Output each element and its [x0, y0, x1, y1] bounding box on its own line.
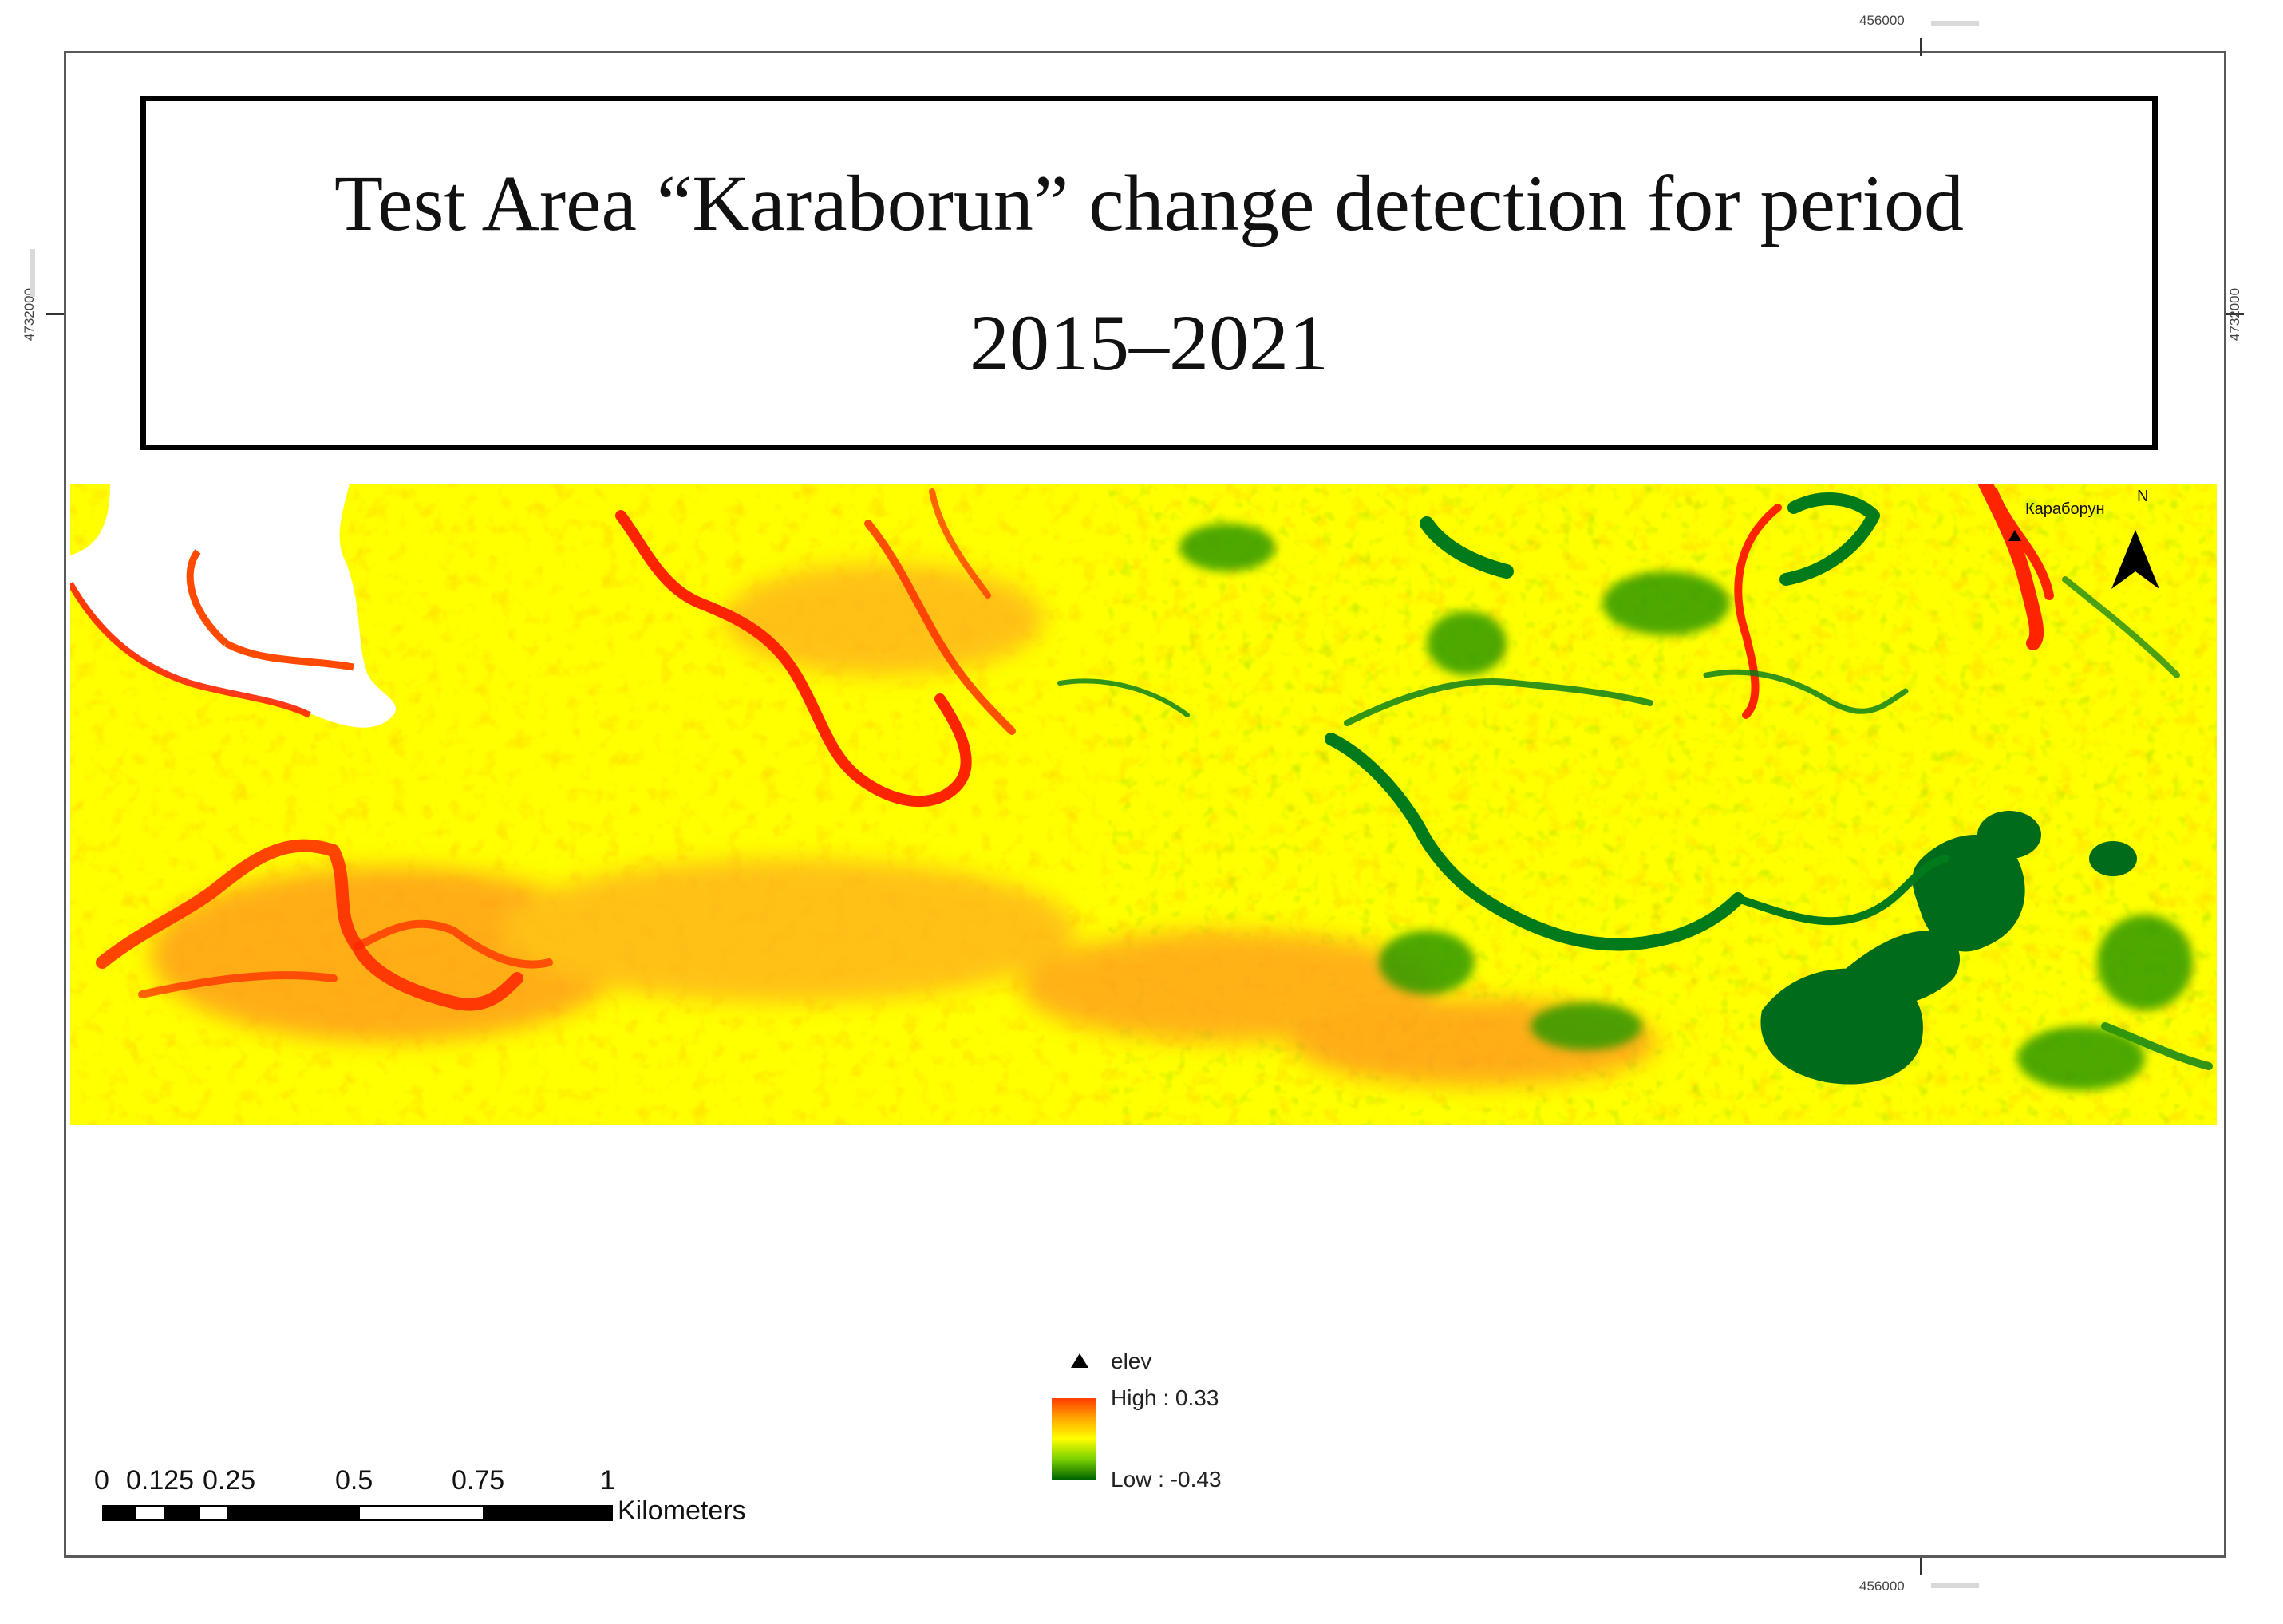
legend-point-icon [1071, 1353, 1088, 1368]
left-coordinate-tick [46, 313, 64, 315]
scale-tick-025: 0.25 [203, 1465, 256, 1496]
scale-tick-075: 0.75 [452, 1465, 505, 1496]
legend-color-ramp [1052, 1398, 1096, 1480]
decrease-areas [1760, 811, 2137, 1085]
top-easting-label: 456000 [1859, 13, 1905, 28]
green-clusters [1179, 524, 2193, 1090]
scale-segment-6 [357, 1505, 485, 1521]
north-arrow-label: N [2137, 488, 2148, 505]
coastline-red-edge [70, 582, 311, 718]
right-coordinate-tick [2226, 313, 2244, 315]
bay-hook [186, 549, 354, 671]
red-change-features [96, 484, 2054, 1011]
scale-tick-0125: 0.125 [126, 1465, 195, 1496]
bottom-easting-label: 456000 [1859, 1579, 1905, 1594]
scale-segment-3 [166, 1505, 198, 1521]
scale-tick-1: 1 [600, 1465, 615, 1496]
scale-segment-5 [230, 1505, 357, 1521]
scale-segment-1 [102, 1505, 134, 1521]
scale-segment-7 [485, 1505, 613, 1521]
scale-tick-05: 0.5 [335, 1465, 373, 1496]
legend-point-label: elev [1111, 1349, 1152, 1373]
no-data-area [70, 484, 397, 728]
legend-low-label: Low : -0.43 [1111, 1467, 1222, 1492]
decrease-boundaries [1057, 492, 2213, 1070]
map-frame [64, 51, 2226, 1558]
bottom-label-smudge [1931, 1583, 1979, 1588]
scale-segment-2 [134, 1505, 166, 1521]
scale-tick-0: 0 [94, 1465, 109, 1496]
map-title: Test Area “Karaborun” change detection f… [334, 159, 1965, 387]
elevation-point-marker [2008, 530, 2021, 541]
scale-segment-4 [198, 1505, 230, 1521]
legend-high-label: High : 0.33 [1111, 1385, 1219, 1410]
right-northing-label: 4732000 [2227, 287, 2243, 342]
north-arrow-icon [2111, 530, 2159, 589]
bottom-coordinate-tick [1920, 1558, 1922, 1575]
map-title-box: Test Area “Karaborun” change detection f… [140, 96, 2158, 450]
change-detection-raster: Караборун N [70, 484, 2217, 1125]
scale-unit-label: Kilometers [618, 1496, 746, 1526]
place-label: Караборун [2025, 500, 2105, 518]
top-coordinate-tick [1920, 38, 1922, 56]
left-label-smudge [30, 249, 35, 297]
top-label-smudge [1931, 21, 1979, 26]
